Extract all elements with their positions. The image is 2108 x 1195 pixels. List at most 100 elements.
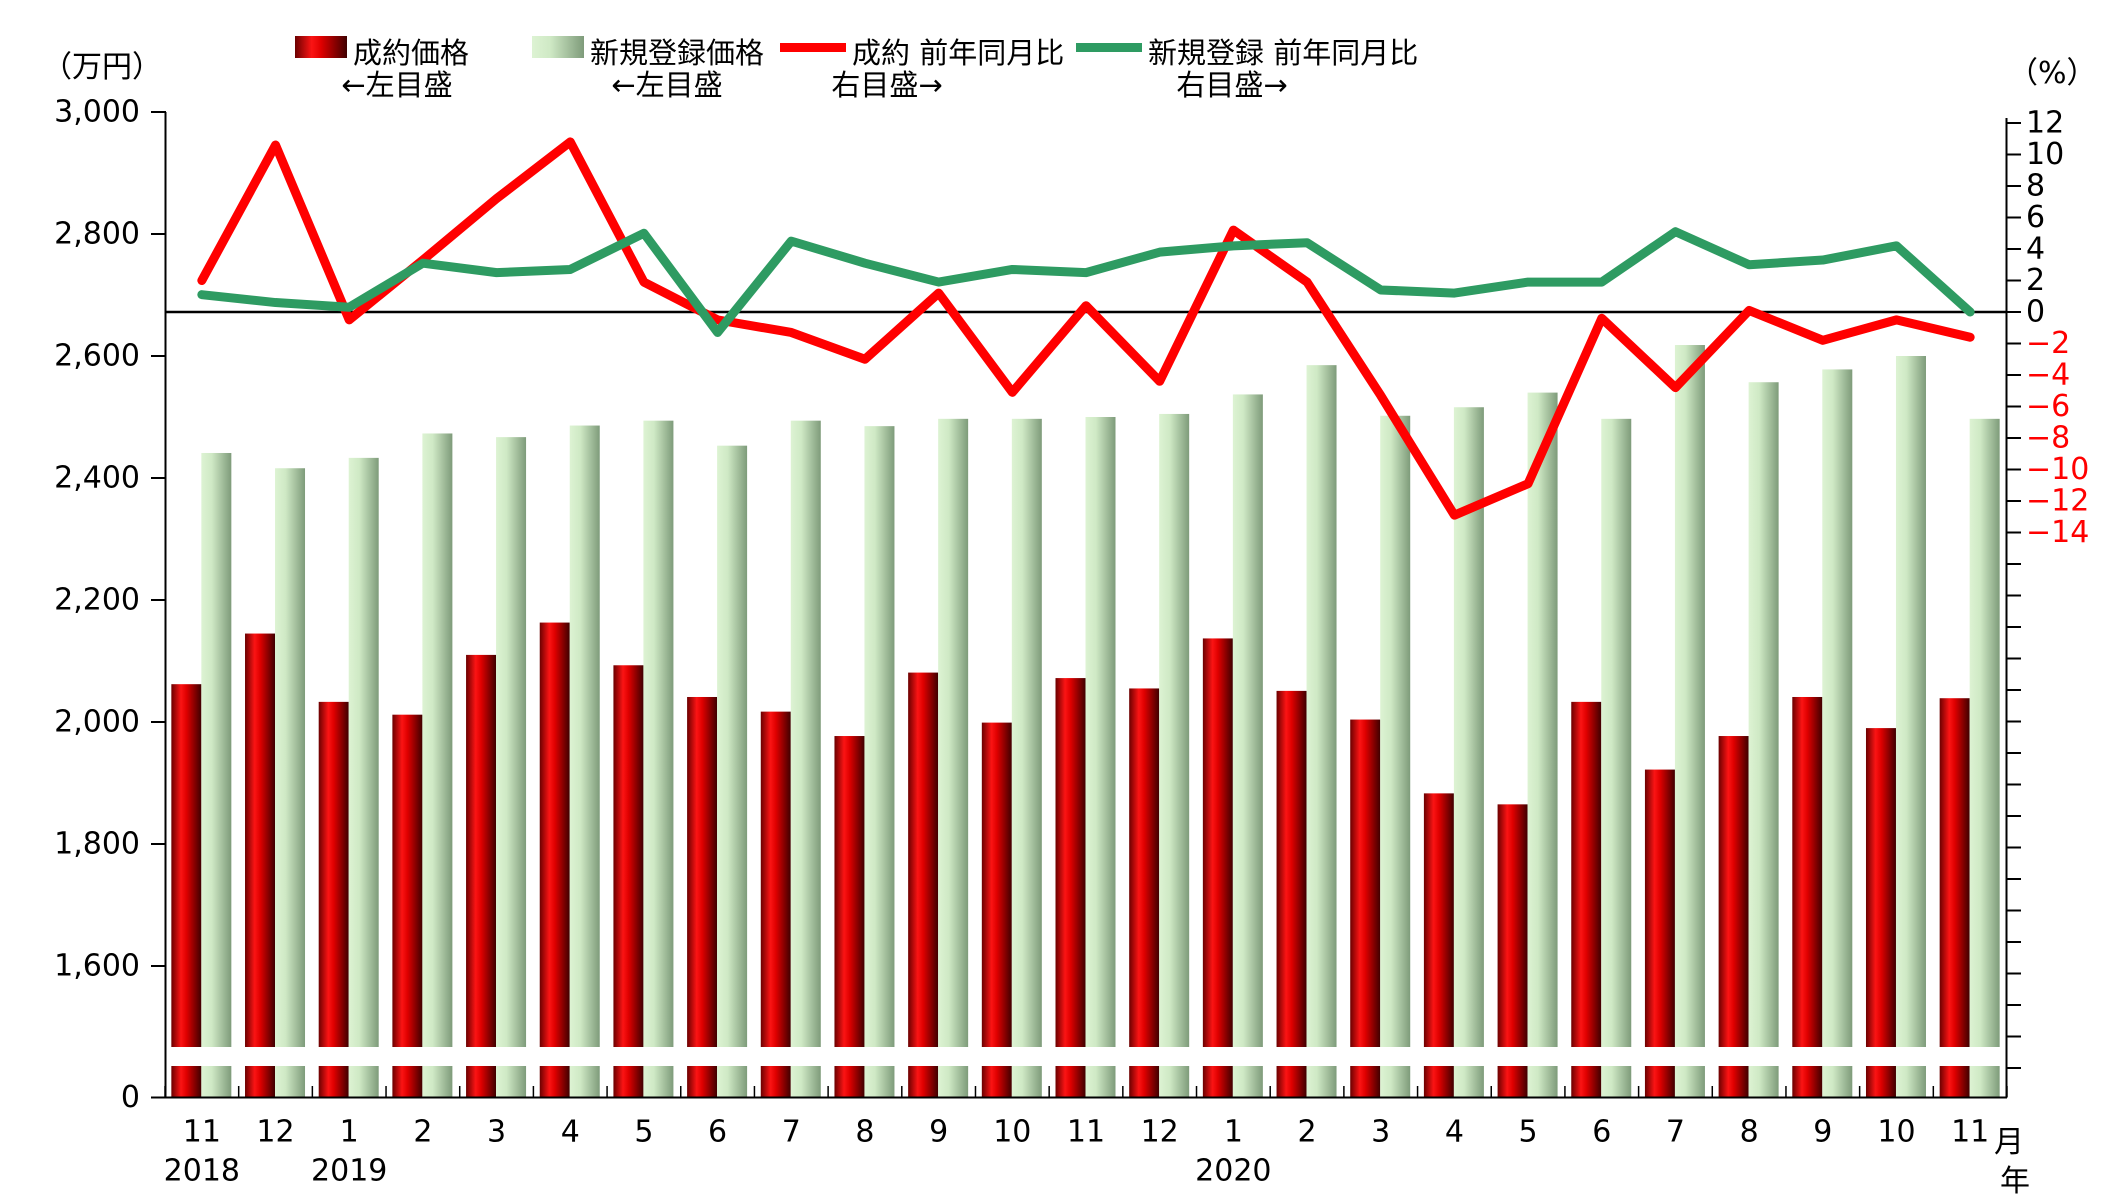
- bar-new-listing-price: [1527, 392, 1558, 1048]
- right-axis-tick-label: −4: [2026, 358, 2070, 393]
- legend-label: 新規登録価格: [590, 36, 765, 70]
- right-axis-tick-label: −6: [2026, 389, 2070, 424]
- bar-new-listing-price-stub: [1380, 1066, 1411, 1098]
- bar-contract-price-stub: [908, 1066, 939, 1098]
- bar-contract-price: [1939, 698, 1970, 1047]
- bar-new-listing-price: [938, 418, 969, 1048]
- right-axis-tick-label: −12: [2026, 484, 2089, 519]
- year-label: 2018: [164, 1154, 240, 1189]
- bar-contract-price-stub: [539, 1066, 570, 1098]
- bar-contract-price-stub: [1497, 1066, 1528, 1098]
- left-axis-tick-label: 2,200: [54, 583, 140, 618]
- month-label: 4: [561, 1115, 580, 1150]
- year-label: 2020: [1195, 1154, 1271, 1189]
- bar-contract-price-stub: [392, 1066, 423, 1098]
- bar-contract-price: [171, 684, 202, 1047]
- bar-contract-price-stub: [1939, 1066, 1970, 1098]
- right-axis-tick-label: −14: [2026, 515, 2089, 550]
- bar-new-listing-price: [643, 420, 674, 1047]
- year-axis-suffix: 年: [2000, 1164, 2030, 1195]
- bar-contract-price: [1792, 696, 1823, 1047]
- bar-new-listing-price-stub: [1232, 1066, 1263, 1098]
- bar-contract-price-stub: [318, 1066, 349, 1098]
- bar-contract-price-stub: [760, 1066, 791, 1098]
- right-axis-tick-label: −10: [2026, 452, 2089, 487]
- bar-new-listing-price-stub: [1674, 1066, 1705, 1098]
- bar-new-listing-price-stub: [1011, 1066, 1042, 1098]
- month-label: 12: [256, 1115, 294, 1150]
- bar-new-listing-price: [1306, 365, 1337, 1047]
- bar-contract-price-stub: [613, 1066, 644, 1098]
- month-label: 2: [413, 1115, 432, 1150]
- bar-new-listing-price: [1011, 418, 1042, 1048]
- right-axis-tick-label: −8: [2026, 421, 2070, 456]
- bar-contract-price: [981, 722, 1012, 1047]
- bar-new-listing-price-stub: [201, 1066, 232, 1098]
- bar-contract-price: [392, 714, 423, 1047]
- month-label: 10: [1877, 1115, 1915, 1150]
- left-axis-unit: （万円）: [42, 50, 162, 85]
- bar-new-listing-price-stub: [275, 1066, 306, 1098]
- bar-new-listing-price-stub: [496, 1066, 527, 1098]
- bar-contract-price: [1350, 719, 1381, 1047]
- bar-contract-price: [834, 736, 865, 1047]
- legend-sublabel: ←左目盛: [611, 68, 723, 102]
- bar-contract-price: [1129, 688, 1160, 1047]
- bar-new-listing-price-stub: [790, 1066, 821, 1098]
- bar-new-listing-price-stub: [864, 1066, 895, 1098]
- right-axis-tick-label: 0: [2026, 295, 2045, 330]
- bar-new-listing-price: [422, 433, 453, 1048]
- axes-layer: 3,000 2,800 2,600 2,400 2,200 2,000 1,800 1,600…: [54, 95, 2089, 1116]
- legend-sublabel: 右目盛→: [1176, 68, 1288, 102]
- bar-contract-price: [1276, 690, 1307, 1047]
- legend-label: 成約価格: [353, 36, 470, 70]
- right-axis-tick-label: 2: [2026, 263, 2045, 298]
- bar-contract-price-stub: [981, 1066, 1012, 1098]
- month-label: 3: [1371, 1115, 1390, 1150]
- new-listing-price-swatch-icon: [532, 36, 584, 58]
- bar-new-listing-price-stub: [1601, 1066, 1632, 1098]
- right-axis-tick-label: 4: [2026, 232, 2045, 267]
- left-axis-tick-label: 2,000: [54, 705, 140, 740]
- contract-price-swatch-icon: [295, 36, 347, 58]
- bar-contract-price: [1644, 769, 1675, 1047]
- bar-new-listing-price-stub: [348, 1066, 379, 1098]
- bar-contract-price: [539, 622, 570, 1047]
- bar-new-listing-price-stub: [717, 1066, 748, 1098]
- month-label: 3: [487, 1115, 506, 1150]
- bar-contract-price: [613, 665, 644, 1047]
- bar-new-listing-price-stub: [1453, 1066, 1484, 1098]
- bar-contract-price-stub: [1792, 1066, 1823, 1098]
- bar-new-listing-price: [717, 445, 748, 1047]
- bar-new-listing-price-stub: [1306, 1066, 1337, 1098]
- legend-label: 新規登録 前年同月比: [1148, 36, 1419, 70]
- bar-new-listing-price: [201, 452, 232, 1047]
- right-axis-unit: （%）: [2008, 56, 2097, 91]
- bar-new-listing-price-stub: [1748, 1066, 1779, 1098]
- bar-contract-price: [760, 711, 791, 1047]
- bar-contract-price-stub: [1202, 1066, 1233, 1098]
- bar-contract-price: [1718, 736, 1749, 1047]
- bar-contract-price: [466, 654, 497, 1047]
- month-label: 1: [340, 1115, 359, 1150]
- legend-label: 成約 前年同月比: [852, 36, 1065, 70]
- left-axis-tick-label: 1,600: [54, 949, 140, 984]
- bar-new-listing-price-stub: [1527, 1066, 1558, 1098]
- bar-new-listing-price: [790, 420, 821, 1047]
- left-axis-tick-label: 2,800: [54, 217, 140, 252]
- legend-sublabel: ←左目盛: [341, 68, 453, 102]
- bar-contract-price-stub: [1423, 1066, 1454, 1098]
- month-label: 9: [1813, 1115, 1832, 1150]
- bar-new-listing-price-stub: [569, 1066, 600, 1098]
- bar-contract-price: [1055, 678, 1086, 1047]
- month-label: 11: [1951, 1115, 1989, 1150]
- bar-contract-price: [1865, 728, 1896, 1047]
- bar-new-listing-price-stub: [1969, 1066, 2000, 1098]
- bar-new-listing-price: [1748, 382, 1779, 1048]
- bar-contract-price-stub: [1865, 1066, 1896, 1098]
- bar-new-listing-price: [1601, 418, 1632, 1048]
- bar-contract-price: [908, 672, 939, 1047]
- month-label: 11: [1067, 1115, 1105, 1150]
- bar-new-listing-price-stub: [1895, 1066, 1926, 1098]
